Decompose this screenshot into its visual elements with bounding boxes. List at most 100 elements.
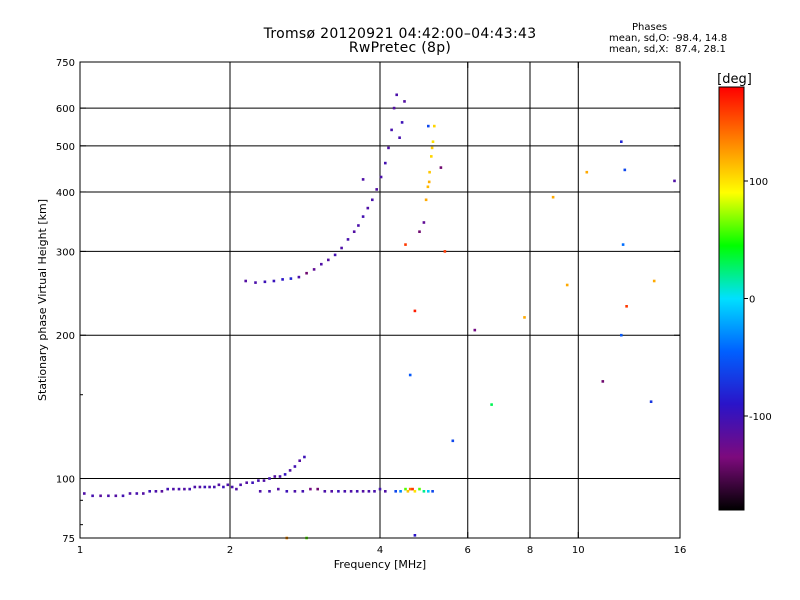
- data-point: [285, 490, 289, 493]
- data-point: [427, 180, 431, 184]
- data-point: [289, 277, 293, 280]
- phases-stats-title: Phases: [632, 22, 668, 33]
- data-point: [427, 124, 430, 128]
- data-point: [203, 485, 207, 489]
- x-tick-label: 16: [674, 545, 687, 556]
- data-point: [361, 178, 365, 181]
- y-tick-label: 600: [56, 104, 75, 115]
- data-point: [91, 494, 94, 498]
- colorbar-tick-label: 100: [749, 177, 768, 188]
- data-point: [367, 490, 371, 493]
- data-point: [309, 487, 312, 491]
- data-point: [99, 494, 102, 498]
- y-tick-label: 750: [56, 58, 75, 69]
- data-point: [320, 262, 323, 266]
- phases-stats-o: mean, sd,O: -98.4, 14.8: [609, 33, 728, 44]
- phases-stats-x: mean, sd,X: 87.4, 28.1: [609, 44, 726, 55]
- data-point: [390, 128, 393, 132]
- data-point: [193, 485, 197, 489]
- data-point: [323, 490, 327, 493]
- data-point: [384, 490, 387, 493]
- data-point: [404, 487, 407, 491]
- data-point: [262, 479, 266, 482]
- data-point: [621, 243, 625, 246]
- data-point: [399, 490, 402, 493]
- data-point: [392, 106, 396, 110]
- data-point: [128, 492, 132, 495]
- data-point: [272, 279, 276, 283]
- data-point: [172, 487, 175, 491]
- colorbar-ticks: 100 0 -100: [744, 177, 772, 423]
- data-point: [278, 475, 282, 478]
- data-point: [384, 161, 387, 165]
- data-point: [490, 403, 493, 406]
- data-point: [371, 198, 374, 202]
- data-point: [379, 175, 383, 179]
- data-point: [273, 475, 277, 478]
- data-point: [305, 271, 308, 275]
- data-point: [361, 490, 365, 493]
- data-point: [378, 487, 382, 491]
- colorbar-tick-label: -100: [749, 412, 772, 423]
- data-point: [601, 380, 605, 383]
- data-point: [361, 215, 365, 218]
- data-point: [355, 490, 359, 493]
- data-point: [333, 253, 337, 257]
- data-point: [430, 155, 433, 158]
- grid-lines: [80, 62, 680, 538]
- data-point: [239, 483, 242, 487]
- data-point: [473, 328, 477, 332]
- data-point: [297, 275, 301, 279]
- x-tick-label: 8: [527, 545, 533, 556]
- data-point: [443, 250, 447, 253]
- data-point: [413, 309, 417, 313]
- data-point: [251, 481, 254, 484]
- data-point: [551, 195, 555, 199]
- data-point: [428, 170, 431, 174]
- data-point: [135, 492, 139, 495]
- data-point: [121, 494, 125, 498]
- data-point: [330, 490, 333, 493]
- data-point: [373, 490, 376, 493]
- x-tick-label: 2: [227, 545, 233, 556]
- data-point: [288, 469, 292, 472]
- data-point: [403, 100, 406, 103]
- data-point: [649, 400, 653, 403]
- y-tick-label: 300: [56, 247, 75, 258]
- data-point: [411, 487, 414, 491]
- data-point: [293, 490, 297, 493]
- data-point: [413, 490, 417, 493]
- y-tick-label: 500: [56, 142, 75, 153]
- data-point: [217, 483, 221, 487]
- data-point: [107, 494, 110, 498]
- y-tick-label: 75: [62, 534, 75, 545]
- data-point: [277, 487, 280, 491]
- data-point: [226, 483, 230, 487]
- data-point: [352, 230, 356, 233]
- data-point: [620, 333, 623, 337]
- data-point: [316, 487, 319, 491]
- data-point: [281, 278, 284, 281]
- data-point: [148, 490, 151, 493]
- data-point: [327, 258, 330, 262]
- data-point: [422, 490, 426, 493]
- data-point: [400, 121, 404, 124]
- data-point: [160, 490, 164, 493]
- data-point: [263, 280, 267, 284]
- data-point: [430, 146, 434, 150]
- y-tick-label: 200: [56, 331, 75, 342]
- data-point: [208, 485, 211, 489]
- y-axis-label: Stationary phase Virtual Height [km]: [36, 199, 49, 401]
- data-point: [177, 487, 181, 491]
- data-point: [408, 373, 412, 377]
- data-point: [198, 485, 202, 489]
- data-point: [183, 487, 186, 491]
- data-point: [585, 170, 589, 174]
- data-point: [418, 487, 421, 491]
- data-point: [166, 487, 169, 491]
- data-point: [387, 146, 390, 150]
- data-points: [83, 93, 676, 540]
- data-point: [301, 490, 305, 493]
- data-point: [652, 279, 656, 283]
